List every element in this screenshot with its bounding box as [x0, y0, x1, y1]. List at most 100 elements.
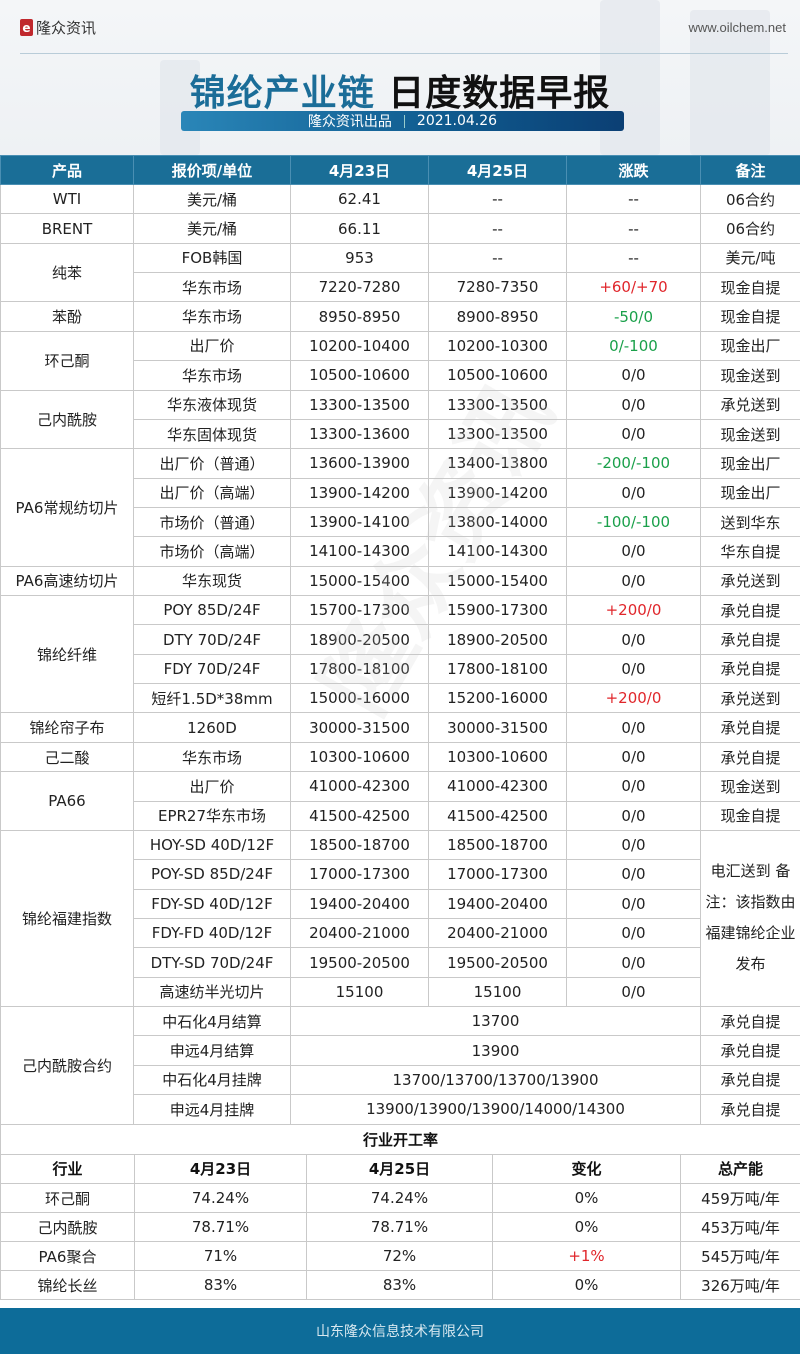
price-apr23: 15700-17300: [290, 595, 429, 626]
price-apr25: 15000-15400: [428, 565, 567, 597]
price-apr25: 14100-14300: [428, 536, 567, 567]
price-change: 0/0: [566, 477, 701, 508]
column-header: 报价项/单位: [133, 155, 291, 185]
header-divider: [20, 53, 788, 54]
table-row: WTI 美元/桶 62.41 -- -- 06合约: [0, 183, 800, 215]
price-change: 0/0: [566, 565, 701, 597]
quote-item: FDY 70D/24F: [133, 653, 291, 685]
remark: 华东自提: [700, 536, 800, 567]
price-apr25: 18500-18700: [428, 829, 567, 861]
table-row: 锦纶福建指数 HOY-SD 40D/12F 18500-18700 18500-187…: [0, 829, 800, 1008]
remark: 承兑自提: [700, 741, 800, 773]
table-row: BRENT 美元/桶 66.11 -- -- 06合约: [0, 213, 800, 244]
total-capacity: 459万吨/年: [680, 1183, 800, 1213]
total-capacity: 326万吨/年: [680, 1270, 800, 1300]
price-apr25: 13300-13500: [428, 389, 567, 420]
industry: 锦纶长丝: [0, 1270, 135, 1300]
product-name: PA6高速纺切片: [0, 565, 134, 597]
quote-item: 短纤1.5D*38mm: [133, 683, 291, 714]
quote-item: FOB韩国: [133, 242, 291, 274]
table-row: 苯酚 华东市场 8950-8950 8900-8950 -50/0 现金自提: [0, 301, 800, 332]
price-change: 0/0: [566, 360, 701, 391]
remark: 现金自提: [700, 272, 800, 303]
price-change: 0/0: [566, 976, 701, 1008]
column-header: 产品: [0, 155, 134, 185]
price-apr25: 13400-13800: [428, 448, 567, 479]
quote-item: POY-SD 85D/24F: [133, 859, 291, 890]
table-row: 锦纶帘子布 1260D 30000-31500 30000-31500 0/0 承兑自提: [0, 712, 800, 743]
table-row: EPR27华东市场 41500-42500 41500-42500 0/0 现金自提: [1, 800, 800, 831]
price-apr23: 8950-8950: [290, 301, 429, 332]
column-header: 涨跌: [566, 155, 701, 185]
price-apr25: 41500-42500: [428, 800, 567, 831]
price-apr23: 17000-17300: [290, 859, 429, 890]
price-apr23: 10200-10400: [290, 330, 429, 362]
page-title: 锦纶产业链 日度数据早报: [0, 64, 800, 116]
product-name: 环己酮: [0, 330, 134, 391]
quote-item: FDY-SD 40D/12F: [133, 888, 291, 919]
publisher: 隆众资讯出品: [307, 114, 392, 130]
price-apr25: 20400-21000: [428, 917, 567, 949]
price-apr23: 13900-14200: [290, 477, 429, 508]
price-change: 0/-100: [566, 330, 701, 362]
price-apr23: 62.41: [290, 183, 429, 215]
contract-price: 13700/13700/13700/13900: [290, 1064, 701, 1096]
quote-item: 华东市场: [133, 301, 291, 332]
table-row: 申远4月挂牌 13900/13900/13900/14000/14300 承兑自提: [1, 1094, 800, 1125]
price-apr25: 15900-17300: [428, 595, 567, 626]
price-change: 0/0: [566, 653, 701, 685]
price-apr23: 13900-14100: [290, 506, 429, 538]
quote-item: 申远4月结算: [133, 1035, 291, 1066]
column-header: 4月23日: [134, 1153, 307, 1184]
quote-item: 华东固体现货: [133, 418, 291, 450]
remark: 承兑自提: [700, 653, 800, 685]
price-apr25: --: [428, 183, 567, 215]
quote-item: 美元/桶: [133, 213, 291, 244]
report-date: 2021.04.26: [416, 113, 498, 129]
quote-item: DTY-SD 70D/24F: [133, 947, 291, 978]
price-apr25: 10500-10600: [428, 360, 567, 391]
remark: 现金送到: [700, 771, 800, 802]
column-header: 4月25日: [428, 155, 567, 185]
table-row: 短纤1.5D*38mm 15000-16000 15200-16000 +200/0 承…: [1, 683, 800, 714]
table-row: DTY-SD 70D/24F 19500-20500 19500-20500 0/0: [1, 947, 800, 978]
report-header: e 隆众资讯 www.oilchem.net 锦纶产业链 日度数据早报 隆众资讯出…: [0, 0, 800, 155]
column-header: 4月23日: [290, 155, 429, 185]
price-apr25: --: [428, 213, 567, 244]
product-name: PA66: [0, 771, 134, 831]
table-row: 出厂价（高端） 13900-14200 13900-14200 0/0 现金出厂: [1, 477, 800, 508]
price-change: 0/0: [566, 418, 701, 450]
price-apr23: 17800-18100: [290, 653, 429, 685]
price-apr23: 41500-42500: [290, 800, 429, 831]
price-change: -50/0: [566, 301, 701, 332]
price-change: 0/0: [566, 888, 701, 919]
product-name: PA6常规纺切片: [0, 448, 134, 567]
table-row: POY-SD 85D/24F 17000-17300 17000-17300 0/0: [1, 859, 800, 890]
price-change: 0/0: [566, 917, 701, 949]
logo-text: 隆众资讯: [36, 19, 97, 37]
rate-apr25: 74.24%: [306, 1183, 493, 1213]
product-name: 纯苯: [0, 242, 134, 303]
price-change: 0/0: [566, 536, 701, 567]
table-row: 己内酰胺 华东液体现货 13300-13500 13300-13500 0/0 承兑送到: [0, 389, 800, 450]
price-change: 0/0: [566, 741, 701, 773]
product-name: 锦纶福建指数: [0, 829, 134, 1008]
price-apr25: 15200-16000: [428, 683, 567, 714]
price-apr23: 18500-18700: [290, 829, 429, 861]
product-name: 己内酰胺: [0, 389, 134, 450]
quote-item: 市场价（高端）: [133, 536, 291, 567]
quote-item: 申远4月挂牌: [133, 1094, 291, 1125]
quote-item: EPR27华东市场: [133, 800, 291, 831]
column-header: 变化: [492, 1153, 681, 1184]
remark: 承兑自提: [700, 1006, 800, 1037]
price-apr23: 19500-20500: [290, 947, 429, 978]
price-change: 0/0: [566, 389, 701, 420]
quote-item: 华东市场: [133, 272, 291, 303]
remark: 现金出厂: [700, 477, 800, 508]
table-row: 申远4月结算 13900 承兑自提: [1, 1035, 800, 1066]
quote-item: 华东市场: [133, 741, 291, 773]
remark: 06合约: [700, 183, 800, 215]
remark: 送到华东: [700, 506, 800, 538]
quote-item: 中石化4月结算: [133, 1006, 291, 1037]
table-row: PA6聚合 71% 72% +1% 545万吨/年: [0, 1241, 800, 1271]
